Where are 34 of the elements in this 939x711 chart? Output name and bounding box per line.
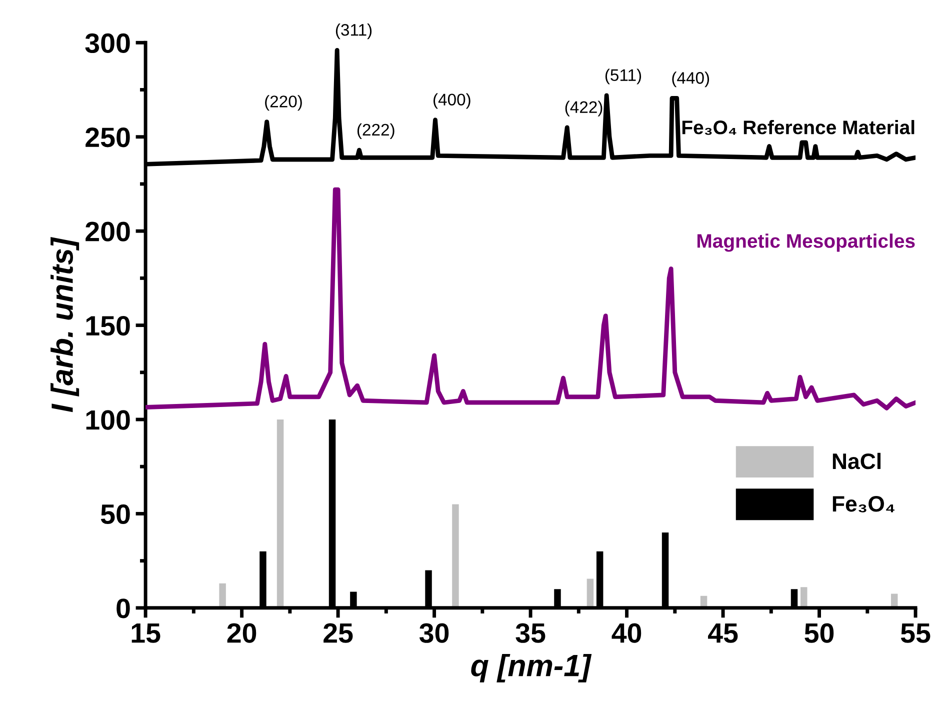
legend-label: Fe₃O₄ [832,496,894,512]
y-tick-label: 250 [86,128,130,148]
x-tick-label: 20 [227,623,256,643]
x-tick-label: 25 [324,623,353,643]
bar [586,578,594,608]
x-tick-label: 15 [132,624,160,643]
x-tick-label: 50 [804,623,834,643]
bar [276,419,284,608]
bar [219,583,226,608]
annotation: (311) [336,24,372,40]
annotation: (440) [672,72,710,88]
x-axis-title: q [nm-1] [471,654,592,682]
annotation: (400) [434,93,470,109]
x-tick-label: 55 [900,624,930,643]
annotation: (511) [605,68,642,84]
series-label: Magnetic Mesoparticles [697,234,915,252]
x-tick-label: 30 [419,623,449,643]
x-tick-label: 35 [516,623,546,643]
y-tick-label: 100 [86,410,130,430]
bar [452,504,459,608]
annotation: (220) [265,95,302,111]
legend-label: NaCl [832,452,880,470]
x-tick-label: 40 [612,623,642,643]
series-label: Fe₃O₄ Reference Material [682,120,914,135]
y-tick-label: 200 [86,222,130,242]
line-series [146,187,916,410]
y-tick-label: 150 [86,316,130,336]
annotation: (222) [357,123,394,139]
y-tick-label: 0 [116,598,130,618]
x-tick-label: 45 [708,624,738,643]
y-tick-label: 300 [85,33,130,54]
y-tick-label: 50 [100,504,130,524]
y-axis-title: I [arb. units] [50,237,80,412]
annotation: (422) [565,100,602,116]
